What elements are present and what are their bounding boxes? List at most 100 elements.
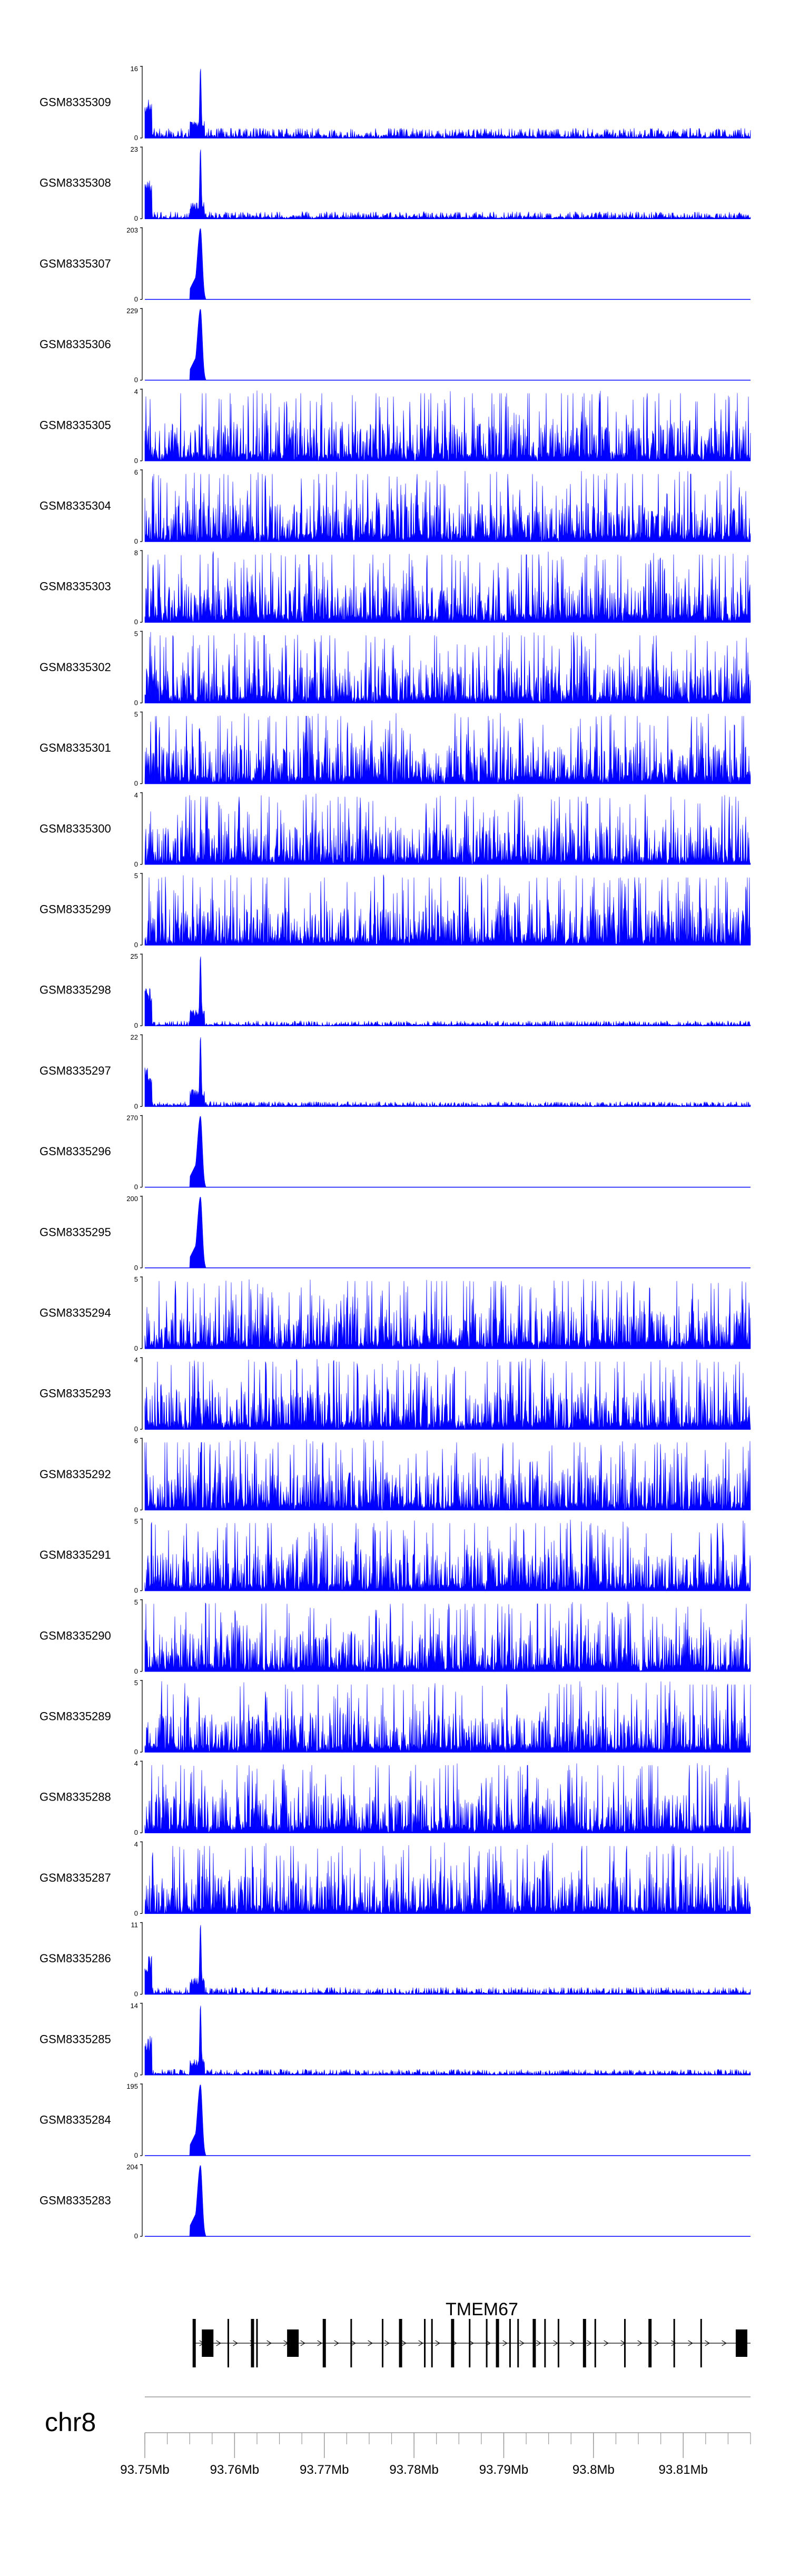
signal-area	[144, 149, 751, 220]
strand-arrow	[401, 2340, 407, 2346]
track-label: GSM8335301	[39, 741, 111, 754]
strand-arrow	[266, 2340, 272, 2346]
signal-area	[144, 1279, 751, 1349]
y-zero-label: 0	[134, 1264, 138, 1272]
signal-area	[144, 793, 751, 865]
track-GSM8335299: GSM8335299 5 0	[39, 872, 751, 949]
track-label: GSM8335283	[39, 2194, 111, 2207]
signal-area	[145, 309, 750, 380]
y-max-label: 5	[134, 630, 138, 637]
signal-area	[144, 551, 751, 623]
track-GSM8335289: GSM8335289 5 0	[39, 1679, 751, 1756]
y-zero-label: 0	[134, 780, 138, 788]
y-max-label: 22	[131, 1033, 138, 1041]
signal-area	[144, 1439, 751, 1511]
y-zero-label: 0	[134, 1990, 138, 1998]
y-max-label: 204	[126, 2163, 138, 2171]
track-label: GSM8335284	[39, 2113, 111, 2127]
track-GSM8335292: GSM8335292 6 0	[39, 1437, 751, 1513]
signal-area	[144, 2005, 751, 2076]
signal-area	[144, 1925, 751, 1995]
track-label: GSM8335296	[39, 1145, 111, 1158]
exon	[517, 2319, 519, 2367]
strand-arrow	[604, 2340, 609, 2346]
strand-arrow	[216, 2340, 221, 2346]
track-label: GSM8335285	[39, 2032, 111, 2046]
signal-area	[144, 68, 751, 139]
y-zero-label: 0	[134, 1828, 138, 1836]
y-max-label: 23	[131, 145, 138, 153]
strand-arrow	[705, 2340, 710, 2346]
exon	[256, 2319, 258, 2367]
y-max-label: 5	[134, 1275, 138, 1283]
strand-arrow	[688, 2340, 693, 2346]
signal-area	[144, 632, 751, 704]
y-zero-label: 0	[134, 1021, 138, 1029]
strand-arrow	[233, 2340, 238, 2346]
signal-area	[144, 1601, 751, 1672]
signal-area	[144, 1842, 751, 1914]
y-max-label: 4	[134, 791, 138, 799]
y-max-label: 5	[134, 872, 138, 880]
y-max-label: 270	[126, 1114, 138, 1122]
y-zero-label: 0	[134, 1748, 138, 1756]
exon	[399, 2319, 402, 2367]
tick-label: 93.81Mb	[659, 2463, 708, 2477]
track-GSM8335304: GSM8335304 6 0	[39, 468, 751, 545]
y-zero-label: 0	[134, 941, 138, 949]
exon	[557, 2319, 559, 2367]
signal-area	[145, 228, 750, 300]
signal-tracks: GSM8335309 16 0 GSM8335308 23 0 GSM8335307 203 0…	[39, 65, 751, 2240]
exon	[486, 2319, 488, 2367]
track-label: GSM8335286	[39, 1952, 111, 1965]
signal-area	[144, 874, 751, 946]
tick-label: 93.79Mb	[479, 2463, 528, 2477]
track-label: GSM8335298	[39, 984, 111, 997]
signal-area	[144, 1681, 751, 1753]
y-max-label: 203	[126, 226, 138, 234]
track-label: GSM8335294	[39, 1306, 111, 1320]
y-max-label: 4	[134, 388, 138, 396]
y-zero-label: 0	[134, 457, 138, 465]
track-GSM8335308: GSM8335308 23 0	[39, 145, 751, 222]
exon	[202, 2329, 214, 2357]
y-max-label: 8	[134, 549, 138, 557]
track-label: GSM8335300	[39, 822, 111, 835]
y-max-label: 4	[134, 1356, 138, 1364]
track-label: GSM8335304	[39, 499, 111, 513]
track-GSM8335303: GSM8335303 8 0	[39, 549, 751, 626]
y-zero-label: 0	[134, 1344, 138, 1352]
strand-arrow	[469, 2340, 474, 2346]
strand-arrow	[722, 2340, 727, 2346]
track-label: GSM8335308	[39, 176, 111, 190]
strand-arrow	[587, 2340, 592, 2346]
y-zero-label: 0	[134, 2151, 138, 2159]
tick-label: 93.8Mb	[572, 2463, 615, 2477]
track-label: GSM8335306	[39, 338, 111, 351]
track-GSM8335286: GSM8335286 11 0	[39, 1921, 751, 1998]
track-label: GSM8335299	[39, 903, 111, 916]
exon	[624, 2319, 626, 2367]
track-GSM8335307: GSM8335307 203 0	[39, 226, 750, 303]
y-zero-label: 0	[134, 1909, 138, 1917]
track-label: GSM8335297	[39, 1064, 111, 1077]
signal-area	[144, 956, 751, 1027]
track-label: GSM8335289	[39, 1710, 111, 1723]
y-zero-label: 0	[134, 2071, 138, 2079]
exon	[251, 2319, 254, 2367]
track-label: GSM8335291	[39, 1548, 111, 1561]
exon	[322, 2319, 326, 2367]
exon	[287, 2329, 299, 2357]
y-zero-label: 0	[134, 699, 138, 706]
y-max-label: 6	[134, 468, 138, 476]
track-GSM8335288: GSM8335288 4 0	[39, 1759, 751, 1836]
track-label: GSM8335290	[39, 1629, 111, 1642]
exon	[496, 2319, 499, 2367]
track-GSM8335295: GSM8335295 200 0	[39, 1195, 750, 1272]
track-label: GSM8335305	[39, 418, 111, 431]
y-zero-label: 0	[134, 214, 138, 222]
y-zero-label: 0	[134, 1506, 138, 1513]
y-zero-label: 0	[134, 134, 138, 142]
exon	[424, 2319, 426, 2367]
